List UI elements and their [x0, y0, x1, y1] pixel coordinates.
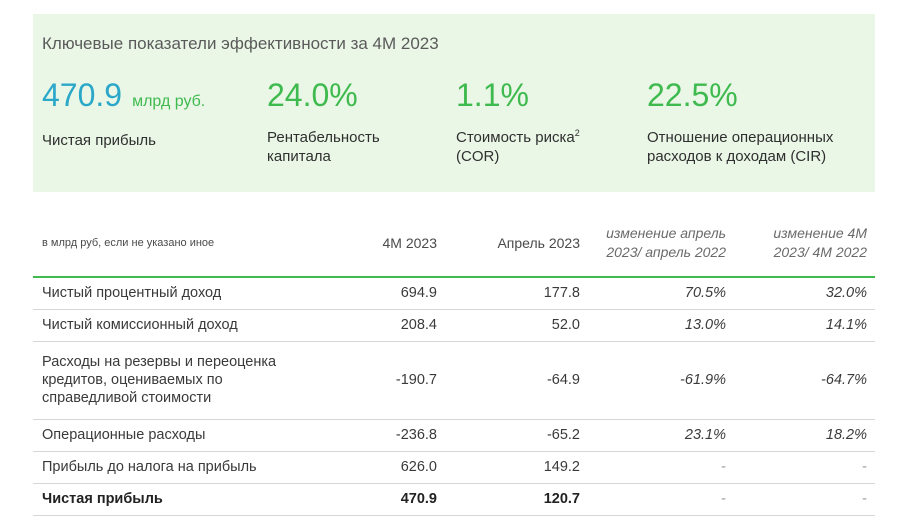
- header-april-2023: Апрель 2023: [445, 210, 588, 278]
- cell-change-4m: -: [734, 483, 875, 516]
- header-change-april: изменение апрель 2023/ апрель 2022: [588, 210, 734, 278]
- cell-change-april: 23.1%: [588, 419, 734, 452]
- cell-april-2023: 120.7: [445, 483, 588, 516]
- kpi-cor-label: Стоимость риска2 (COR): [456, 128, 616, 166]
- header-4m-2023: 4М 2023: [323, 210, 445, 278]
- kpi-panel-title: Ключевые показатели эффективности за 4М …: [42, 34, 439, 53]
- financial-results-table: в млрд руб, если не указано иное 4М 2023…: [33, 210, 875, 516]
- cell-4m-2023: -190.7: [323, 341, 445, 420]
- cell-change-april: -: [588, 483, 734, 516]
- cell-4m-2023: 208.4: [323, 309, 445, 342]
- kpi-net-profit-unit: млрд руб.: [132, 93, 206, 110]
- cell-april-2023: 177.8: [445, 277, 588, 310]
- cell-april-2023: -65.2: [445, 419, 588, 452]
- kpi-panel: Ключевые показатели эффективности за 4М …: [33, 14, 875, 192]
- kpi-cir-value: 22.5%: [647, 77, 738, 113]
- cell-change-april: -: [588, 451, 734, 484]
- cell-change-4m: 32.0%: [734, 277, 875, 310]
- kpi-cor-footnote: 2: [574, 128, 580, 138]
- table-row: Чистый процентный доход 694.9 177.8 70.5…: [33, 277, 875, 310]
- kpi-net-profit-label: Чистая прибыль: [42, 132, 156, 149]
- cell-change-4m: 14.1%: [734, 309, 875, 342]
- row-label: Прибыль до налога на прибыль: [33, 451, 323, 484]
- kpi-net-profit-value: 470.9: [42, 77, 123, 113]
- table-row: Операционные расходы -236.8 -65.2 23.1% …: [33, 419, 875, 452]
- cell-change-4m: -64.7%: [734, 341, 875, 420]
- cell-change-april: 13.0%: [588, 309, 734, 342]
- cell-april-2023: -64.9: [445, 341, 588, 420]
- cell-4m-2023: -236.8: [323, 419, 445, 452]
- table-row-total: Чистая прибыль 470.9 120.7 - -: [33, 483, 875, 516]
- kpi-net-profit: 470.9 млрд руб. Чистая прибыль: [42, 76, 205, 150]
- cell-4m-2023: 470.9: [323, 483, 445, 516]
- row-label: Операционные расходы: [33, 419, 323, 452]
- table-row: Прибыль до налога на прибыль 626.0 149.2…: [33, 451, 875, 484]
- table-row: Расходы на резервы и переоценка кредитов…: [33, 341, 875, 420]
- kpi-cor-label-line2: (COR): [456, 148, 500, 165]
- row-label: Чистый комиссионный доход: [33, 309, 323, 342]
- kpi-roe-label: Рентабельность капитала: [267, 129, 380, 165]
- kpi-cir-label: Отношение операционных расходов к дохода…: [647, 129, 834, 165]
- kpi-cor-value: 1.1%: [456, 77, 529, 113]
- kpi-roe: 24.0% Рентабельность капитала: [267, 76, 417, 166]
- kpi-cor-label-text: Стоимость риска: [456, 129, 575, 146]
- cell-change-april: 70.5%: [588, 277, 734, 310]
- cell-change-4m: 18.2%: [734, 419, 875, 452]
- kpi-roe-value: 24.0%: [267, 77, 358, 113]
- row-label: Чистая прибыль: [33, 483, 323, 516]
- header-change-4m: изменение 4М 2023/ 4М 2022: [734, 210, 875, 278]
- cell-change-4m: -: [734, 451, 875, 484]
- cell-april-2023: 149.2: [445, 451, 588, 484]
- kpi-cir: 22.5% Отношение операционных расходов к …: [647, 76, 862, 166]
- row-label: Расходы на резервы и переоценка кредитов…: [33, 341, 323, 420]
- kpi-cor: 1.1% Стоимость риска2 (COR): [456, 76, 616, 166]
- cell-april-2023: 52.0: [445, 309, 588, 342]
- header-units-note: в млрд руб, если не указано иное: [33, 210, 323, 278]
- table-row: Чистый комиссионный доход 208.4 52.0 13.…: [33, 309, 875, 342]
- row-label: Чистый процентный доход: [33, 277, 323, 310]
- cell-4m-2023: 694.9: [323, 277, 445, 310]
- table-header-row: в млрд руб, если не указано иное 4М 2023…: [33, 210, 875, 278]
- cell-change-april: -61.9%: [588, 341, 734, 420]
- cell-4m-2023: 626.0: [323, 451, 445, 484]
